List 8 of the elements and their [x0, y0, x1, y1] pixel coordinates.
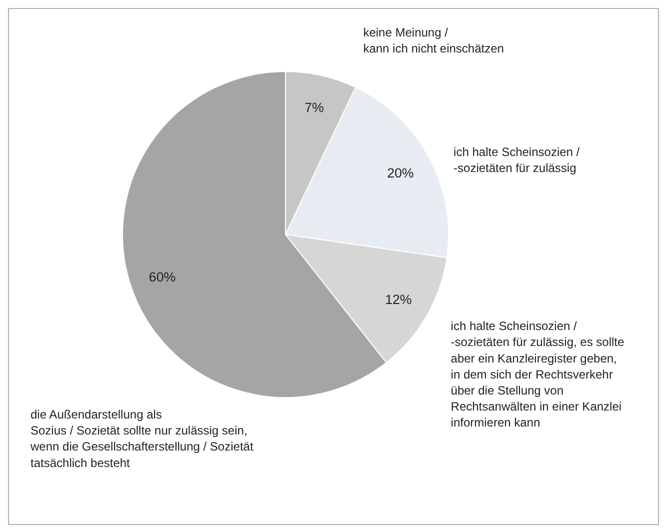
slice-label: keine Meinung / kann ich nicht einschätzen — [363, 25, 504, 56]
slice-label: ich halte Scheinsozien / -sozietäten für zulässig — [454, 144, 580, 175]
data-label: 20% — [387, 165, 414, 180]
slice-label: die Außendarstellung als Sozius / Sozietät sollte nur zulässig sein, wenn die Gesellschafterstellung / Sozietät tatsächlich besteht — [30, 408, 254, 470]
data-label: 60% — [148, 270, 176, 285]
slice-label: ich halte Scheinsozien / -sozietäten für zulässig, es sollte aber ein Kanzleiregister geben, in dem sich der Rechtsverkehr über die Stellung von Rechtsanwälten in einer Kanzlei informieren kann — [450, 319, 625, 430]
data-label: 12% — [385, 292, 412, 308]
data-label: 7% — [304, 100, 324, 115]
